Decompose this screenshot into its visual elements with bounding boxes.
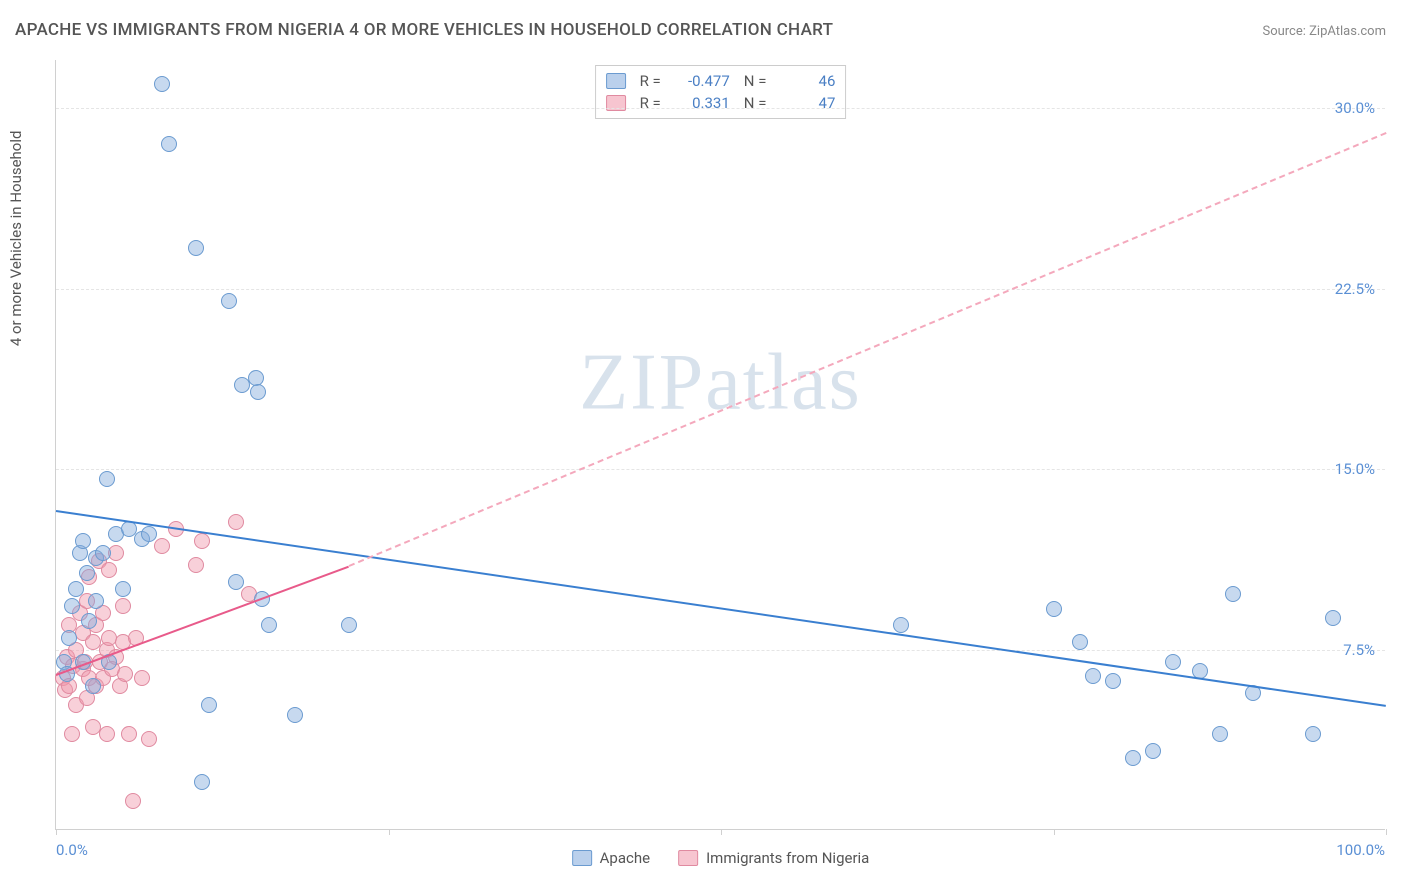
data-point bbox=[1165, 654, 1181, 670]
data-point bbox=[194, 533, 210, 549]
data-point bbox=[68, 581, 84, 597]
legend-swatch-icon bbox=[572, 850, 592, 866]
gridline bbox=[56, 108, 1385, 109]
data-point bbox=[341, 617, 357, 633]
data-point bbox=[121, 726, 137, 742]
data-point bbox=[1072, 634, 1088, 650]
data-point bbox=[125, 793, 141, 809]
data-point bbox=[134, 670, 150, 686]
chart-title: APACHE VS IMMIGRANTS FROM NIGERIA 4 OR M… bbox=[15, 20, 833, 40]
legend-r-label: R = bbox=[640, 72, 661, 90]
gridline bbox=[56, 469, 1385, 470]
data-point bbox=[188, 557, 204, 573]
gridline bbox=[56, 289, 1385, 290]
legend-row: R = 0.331 N = 47 bbox=[606, 92, 836, 114]
x-tick bbox=[721, 829, 722, 835]
legend-n-value: 47 bbox=[780, 94, 835, 112]
gridline bbox=[56, 650, 1385, 651]
legend-swatch-icon bbox=[606, 73, 626, 89]
y-tick-label: 30.0% bbox=[1335, 99, 1375, 117]
data-point bbox=[250, 384, 266, 400]
data-point bbox=[101, 562, 117, 578]
data-point bbox=[115, 598, 131, 614]
data-point bbox=[188, 240, 204, 256]
data-point bbox=[893, 617, 909, 633]
legend-series-item: Apache bbox=[572, 849, 650, 867]
data-point bbox=[88, 593, 104, 609]
data-point bbox=[228, 574, 244, 590]
data-point bbox=[141, 526, 157, 542]
watermark: ZIPatlas bbox=[579, 337, 862, 428]
data-point bbox=[99, 726, 115, 742]
x-tick bbox=[1386, 829, 1387, 835]
legend-swatch-icon bbox=[678, 850, 698, 866]
data-point bbox=[1212, 726, 1228, 742]
data-point bbox=[1105, 673, 1121, 689]
data-point bbox=[1145, 743, 1161, 759]
data-point bbox=[261, 617, 277, 633]
data-point bbox=[79, 565, 95, 581]
data-point bbox=[287, 707, 303, 723]
legend-series-label: Apache bbox=[600, 849, 650, 867]
data-point bbox=[99, 471, 115, 487]
data-point bbox=[141, 731, 157, 747]
legend-r-value: -0.477 bbox=[675, 72, 730, 90]
y-tick-label: 22.5% bbox=[1335, 280, 1375, 298]
data-point bbox=[61, 630, 77, 646]
x-tick bbox=[389, 829, 390, 835]
legend-n-label: N = bbox=[744, 72, 767, 90]
chart-plot-area: ZIPatlas 4 or more Vehicles in Household… bbox=[55, 60, 1385, 830]
x-tick bbox=[1054, 829, 1055, 835]
legend-correlation: R = -0.477 N = 46 R = 0.331 N = 47 bbox=[595, 65, 847, 119]
data-point bbox=[1125, 750, 1141, 766]
data-point bbox=[64, 726, 80, 742]
data-point bbox=[85, 678, 101, 694]
y-tick-label: 15.0% bbox=[1335, 460, 1375, 478]
legend-r-value: 0.331 bbox=[675, 94, 730, 112]
data-point bbox=[221, 293, 237, 309]
legend-n-label: N = bbox=[744, 94, 767, 112]
data-point bbox=[154, 76, 170, 92]
data-point bbox=[64, 598, 80, 614]
legend-series-label: Immigrants from Nigeria bbox=[706, 849, 869, 867]
source-attribution: Source: ZipAtlas.com bbox=[1262, 24, 1386, 39]
data-point bbox=[154, 538, 170, 554]
data-point bbox=[161, 136, 177, 152]
data-point bbox=[81, 613, 97, 629]
y-tick-label: 7.5% bbox=[1343, 641, 1375, 659]
x-tick bbox=[56, 829, 57, 835]
data-point bbox=[1085, 668, 1101, 684]
data-point bbox=[1225, 586, 1241, 602]
data-point bbox=[228, 514, 244, 530]
legend-series: Apache Immigrants from Nigeria bbox=[572, 849, 870, 867]
data-point bbox=[95, 545, 111, 561]
data-point bbox=[75, 533, 91, 549]
data-point bbox=[201, 697, 217, 713]
legend-r-label: R = bbox=[640, 94, 661, 112]
data-point bbox=[115, 581, 131, 597]
data-point bbox=[117, 666, 133, 682]
x-tick-label-right: 100.0% bbox=[1336, 841, 1385, 859]
data-point bbox=[248, 370, 264, 386]
data-point bbox=[1325, 610, 1341, 626]
legend-n-value: 46 bbox=[780, 72, 835, 90]
trend-line bbox=[56, 510, 1386, 707]
y-axis-label: 4 or more Vehicles in Household bbox=[7, 130, 25, 346]
trend-line bbox=[348, 132, 1386, 567]
x-tick-label-left: 0.0% bbox=[56, 841, 88, 859]
data-point bbox=[194, 774, 210, 790]
legend-row: R = -0.477 N = 46 bbox=[606, 70, 836, 92]
legend-series-item: Immigrants from Nigeria bbox=[678, 849, 869, 867]
data-point bbox=[1046, 601, 1062, 617]
data-point bbox=[1305, 726, 1321, 742]
